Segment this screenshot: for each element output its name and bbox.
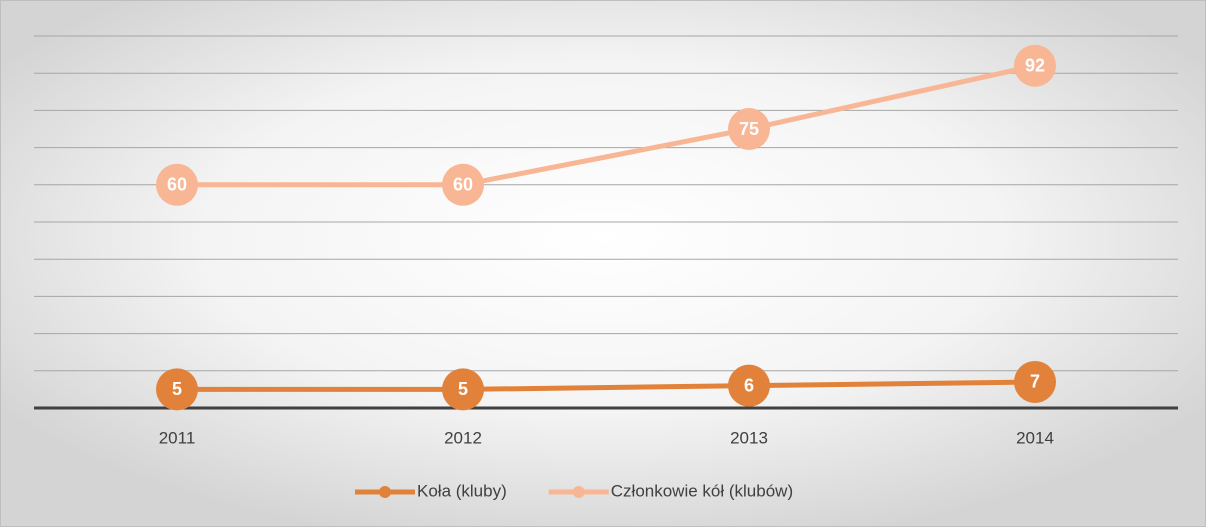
data-point xyxy=(156,163,198,206)
series-line xyxy=(177,63,1036,188)
data-point xyxy=(1014,360,1056,403)
data-label: 60 xyxy=(453,175,473,195)
data-point xyxy=(728,108,770,150)
data-point xyxy=(156,368,198,411)
x-tick-label: 2012 xyxy=(444,428,482,447)
x-tick-label: 2011 xyxy=(159,428,196,447)
data-point xyxy=(442,368,484,411)
data-label: 60 xyxy=(167,175,187,195)
data-label: 6 xyxy=(744,375,754,395)
data-label: 92 xyxy=(1025,56,1045,76)
legend-label: Członkowie kół (klubów) xyxy=(611,481,793,500)
x-tick-label: 2014 xyxy=(1016,428,1054,447)
legend-marker xyxy=(379,486,391,498)
data-label: 7 xyxy=(1030,372,1040,392)
legend-label: Koła (kluby) xyxy=(417,481,507,500)
data-point xyxy=(1014,44,1056,87)
data-label: 75 xyxy=(739,119,759,139)
series-line xyxy=(177,379,1036,392)
legend-marker xyxy=(572,486,585,498)
data-label: 5 xyxy=(458,379,468,399)
data-point xyxy=(442,163,484,206)
data-point xyxy=(728,364,770,407)
data-label: 5 xyxy=(172,379,182,399)
x-tick-label: 2013 xyxy=(730,428,768,447)
